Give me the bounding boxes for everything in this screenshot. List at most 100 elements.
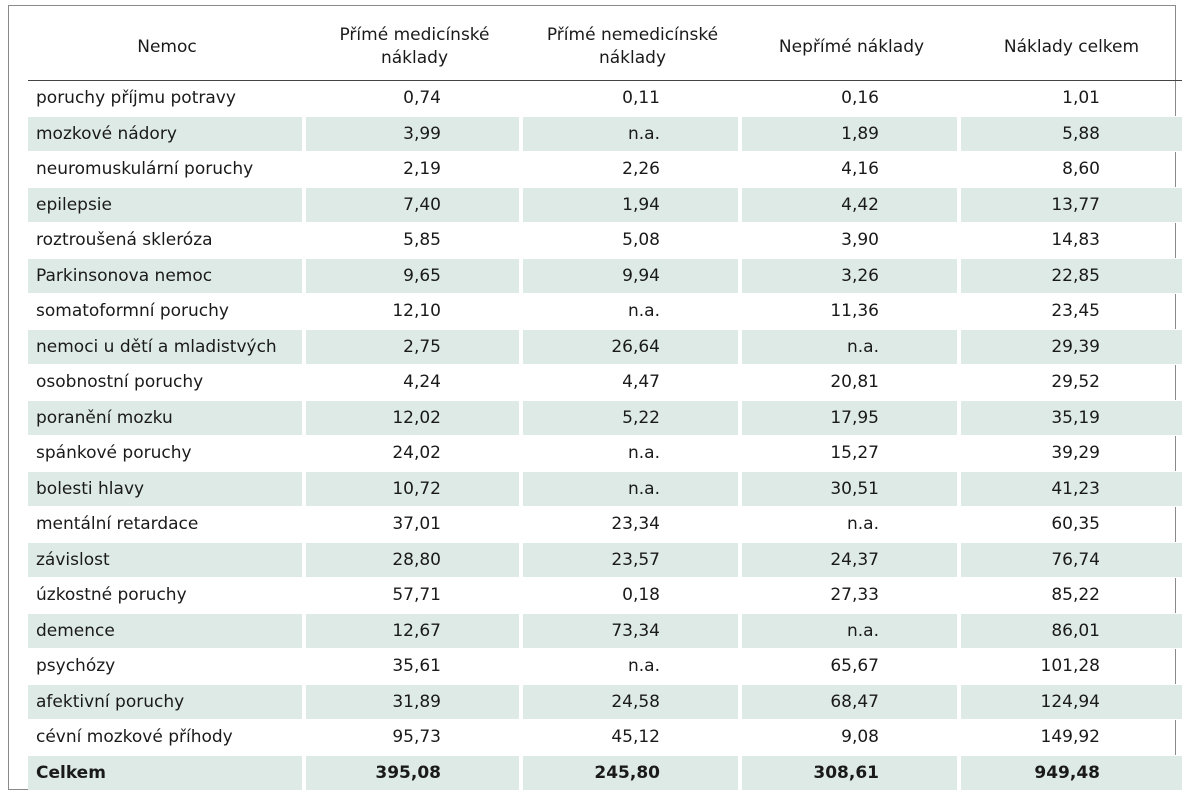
table-row: mozkové nádory 3,99 n.a. 1,89 5,88 <box>28 116 1182 152</box>
row-direct-medical: 12,67 <box>306 613 523 649</box>
table-row: neuromuskulární poruchy 2,19 2,26 4,16 8,60 <box>28 152 1182 188</box>
row-total: 14,83 <box>961 223 1182 259</box>
row-total: 101,28 <box>961 649 1182 685</box>
total-indirect: 308,61 <box>742 755 961 791</box>
row-direct-nonmedical: 5,08 <box>523 223 742 259</box>
row-disease-name: neuromuskulární poruchy <box>28 152 306 188</box>
total-direct-medical: 395,08 <box>306 755 523 791</box>
total-direct-nonmedical: 245,80 <box>523 755 742 791</box>
row-total: 124,94 <box>961 684 1182 720</box>
cost-table: Nemoc Přímé medicínské náklady Přímé nem… <box>28 14 1182 791</box>
row-direct-nonmedical: 4,47 <box>523 365 742 401</box>
row-indirect: 1,89 <box>742 116 961 152</box>
row-disease-name: psychózy <box>28 649 306 685</box>
row-total: 60,35 <box>961 507 1182 543</box>
row-direct-medical: 2,19 <box>306 152 523 188</box>
row-direct-medical: 35,61 <box>306 649 523 685</box>
row-indirect: n.a. <box>742 613 961 649</box>
row-direct-medical: 12,02 <box>306 400 523 436</box>
row-disease-name: mentální retardace <box>28 507 306 543</box>
row-indirect: 9,08 <box>742 720 961 756</box>
row-total: 23,45 <box>961 294 1182 330</box>
row-direct-nonmedical: 23,34 <box>523 507 742 543</box>
table-row: poruchy příjmu potravy 0,74 0,11 0,16 1,01 <box>28 81 1182 117</box>
row-direct-medical: 12,10 <box>306 294 523 330</box>
row-direct-nonmedical: 9,94 <box>523 258 742 294</box>
row-indirect: 15,27 <box>742 436 961 472</box>
row-disease-name: demence <box>28 613 306 649</box>
row-indirect: 20,81 <box>742 365 961 401</box>
row-total: 29,39 <box>961 329 1182 365</box>
row-direct-nonmedical: 1,94 <box>523 187 742 223</box>
table-total-row: Celkem 395,08 245,80 308,61 949,48 <box>28 755 1182 791</box>
table-row: psychózy 35,61 n.a. 65,67 101,28 <box>28 649 1182 685</box>
row-direct-medical: 95,73 <box>306 720 523 756</box>
table-body: poruchy příjmu potravy 0,74 0,11 0,16 1,01 mo… <box>28 81 1182 791</box>
table-row: somatoformní poruchy 12,10 n.a. 11,36 23,45 <box>28 294 1182 330</box>
table-row: demence 12,67 73,34 n.a. 86,01 <box>28 613 1182 649</box>
row-total: 1,01 <box>961 81 1182 117</box>
table-row: osobnostní poruchy 4,24 4,47 20,81 29,52 <box>28 365 1182 401</box>
row-total: 149,92 <box>961 720 1182 756</box>
row-indirect: n.a. <box>742 507 961 543</box>
row-indirect: n.a. <box>742 329 961 365</box>
row-direct-medical: 2,75 <box>306 329 523 365</box>
table-row: spánkové poruchy 24,02 n.a. 15,27 39,29 <box>28 436 1182 472</box>
total-overall: 949,48 <box>961 755 1182 791</box>
row-indirect: 3,26 <box>742 258 961 294</box>
row-disease-name: osobnostní poruchy <box>28 365 306 401</box>
row-disease-name: poruchy příjmu potravy <box>28 81 306 117</box>
total-label: Celkem <box>28 755 306 791</box>
row-indirect: 30,51 <box>742 471 961 507</box>
row-indirect: 4,16 <box>742 152 961 188</box>
row-direct-medical: 3,99 <box>306 116 523 152</box>
table-row: nemoci u dětí a mladistvých 2,75 26,64 n.a.… <box>28 329 1182 365</box>
table-row: bolesti hlavy 10,72 n.a. 30,51 41,23 <box>28 471 1182 507</box>
header-total: Náklady celkem <box>961 14 1182 81</box>
row-indirect: 17,95 <box>742 400 961 436</box>
row-direct-medical: 5,85 <box>306 223 523 259</box>
row-total: 86,01 <box>961 613 1182 649</box>
row-direct-medical: 0,74 <box>306 81 523 117</box>
header-disease: Nemoc <box>28 14 306 81</box>
row-direct-nonmedical: n.a. <box>523 436 742 472</box>
row-disease-name: Parkinsonova nemoc <box>28 258 306 294</box>
table-row: afektivní poruchy 31,89 24,58 68,47 124,94 <box>28 684 1182 720</box>
row-disease-name: somatoformní poruchy <box>28 294 306 330</box>
row-direct-nonmedical: 73,34 <box>523 613 742 649</box>
row-total: 35,19 <box>961 400 1182 436</box>
row-direct-medical: 24,02 <box>306 436 523 472</box>
row-total: 13,77 <box>961 187 1182 223</box>
row-total: 29,52 <box>961 365 1182 401</box>
row-direct-nonmedical: n.a. <box>523 116 742 152</box>
row-indirect: 27,33 <box>742 578 961 614</box>
table-row: mentální retardace 37,01 23,34 n.a. 60,35 <box>28 507 1182 543</box>
row-direct-medical: 57,71 <box>306 578 523 614</box>
row-direct-medical: 10,72 <box>306 471 523 507</box>
table-row: roztroušená skleróza 5,85 5,08 3,90 14,83 <box>28 223 1182 259</box>
row-direct-nonmedical: 26,64 <box>523 329 742 365</box>
row-direct-nonmedical: 24,58 <box>523 684 742 720</box>
row-indirect: 24,37 <box>742 542 961 578</box>
header-indirect: Nepřímé náklady <box>742 14 961 81</box>
table-row: cévní mozkové příhody 95,73 45,12 9,08 149,9… <box>28 720 1182 756</box>
row-total: 41,23 <box>961 471 1182 507</box>
row-disease-name: bolesti hlavy <box>28 471 306 507</box>
row-total: 22,85 <box>961 258 1182 294</box>
row-indirect: 65,67 <box>742 649 961 685</box>
row-direct-medical: 7,40 <box>306 187 523 223</box>
row-indirect: 11,36 <box>742 294 961 330</box>
row-direct-medical: 4,24 <box>306 365 523 401</box>
row-disease-name: spánkové poruchy <box>28 436 306 472</box>
row-direct-medical: 37,01 <box>306 507 523 543</box>
row-disease-name: poranění mozku <box>28 400 306 436</box>
row-total: 8,60 <box>961 152 1182 188</box>
row-direct-nonmedical: n.a. <box>523 649 742 685</box>
row-direct-nonmedical: 5,22 <box>523 400 742 436</box>
row-disease-name: nemoci u dětí a mladistvých <box>28 329 306 365</box>
row-total: 5,88 <box>961 116 1182 152</box>
table-row: závislost 28,80 23,57 24,37 76,74 <box>28 542 1182 578</box>
row-indirect: 4,42 <box>742 187 961 223</box>
row-indirect: 0,16 <box>742 81 961 117</box>
row-direct-nonmedical: 0,18 <box>523 578 742 614</box>
